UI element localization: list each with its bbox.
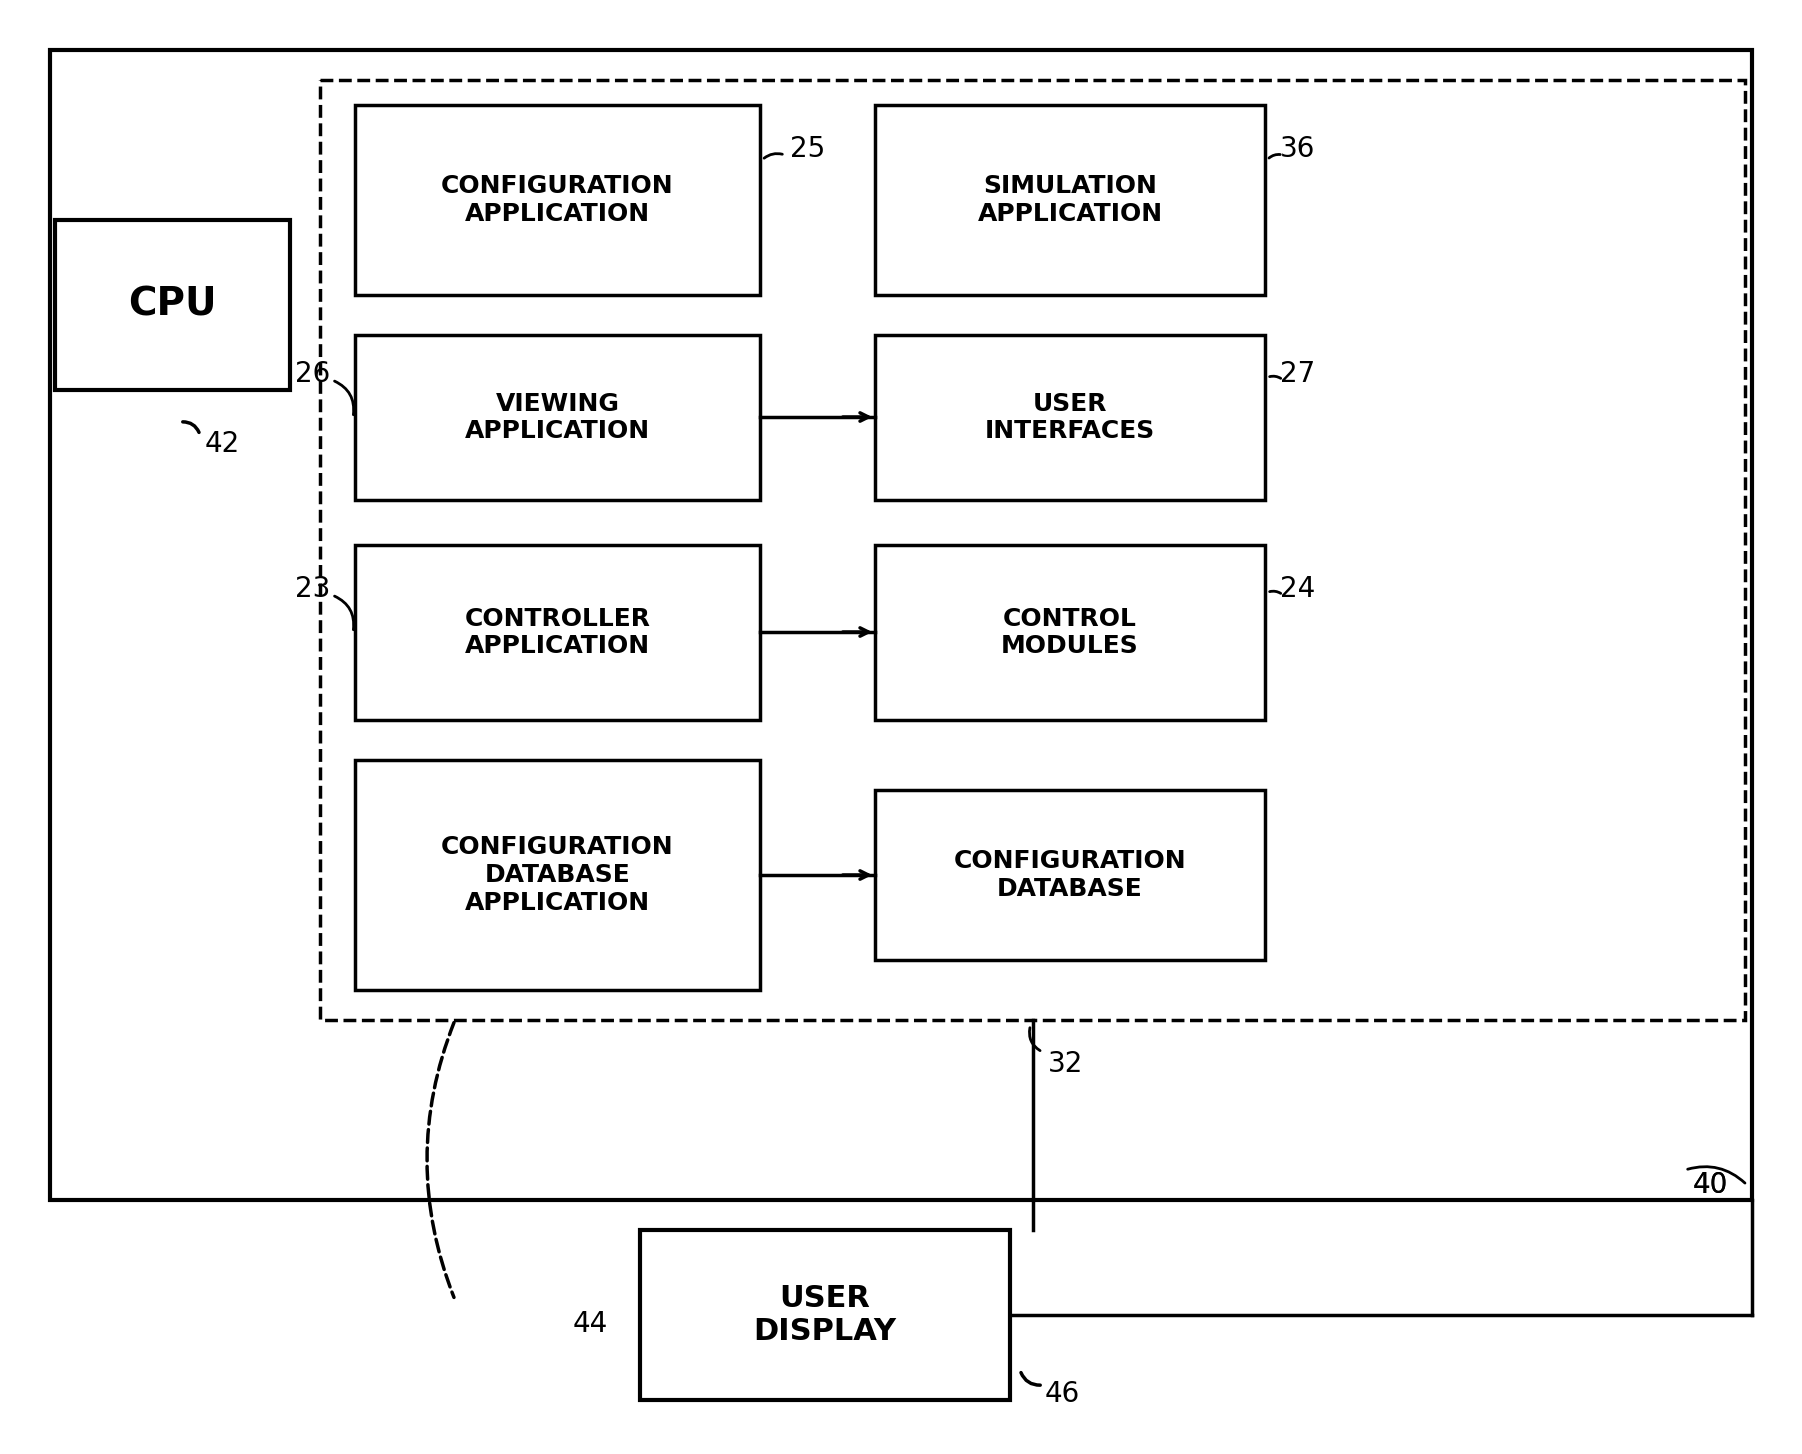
Text: 32: 32 [1047, 1050, 1083, 1077]
Text: 42: 42 [205, 430, 240, 458]
Text: CONFIGURATION
APPLICATION: CONFIGURATION APPLICATION [441, 174, 674, 225]
Bar [355, 334, 760, 500]
Text: 24: 24 [1279, 574, 1315, 603]
Text: VIEWING
APPLICATION: VIEWING APPLICATION [465, 391, 651, 443]
Bar [640, 1230, 1009, 1400]
Bar [321, 80, 1744, 1021]
Text: 26: 26 [296, 361, 330, 388]
Text: 40: 40 [1692, 1170, 1728, 1200]
Text: 25: 25 [789, 135, 825, 163]
Bar [876, 105, 1265, 295]
Text: USER
DISPLAY: USER DISPLAY [753, 1284, 897, 1346]
Text: SIMULATION
APPLICATION: SIMULATION APPLICATION [977, 174, 1162, 225]
Text: CONTROLLER
APPLICATION: CONTROLLER APPLICATION [465, 606, 651, 659]
Text: 23: 23 [294, 574, 330, 603]
Bar [876, 334, 1265, 500]
Text: CONFIGURATION
DATABASE: CONFIGURATION DATABASE [953, 849, 1186, 901]
Text: CONTROL
MODULES: CONTROL MODULES [1002, 606, 1139, 659]
Text: 27: 27 [1279, 361, 1315, 388]
Bar [50, 49, 1752, 1200]
Text: 44: 44 [573, 1310, 607, 1338]
Bar [876, 790, 1265, 960]
Text: CPU: CPU [128, 286, 216, 324]
Text: 36: 36 [1279, 135, 1315, 163]
Bar [56, 220, 290, 390]
Bar [355, 760, 760, 990]
Text: CONFIGURATION
DATABASE
APPLICATION: CONFIGURATION DATABASE APPLICATION [441, 835, 674, 915]
Text: 40: 40 [1692, 1170, 1728, 1200]
Bar [355, 545, 760, 720]
Text: USER
INTERFACES: USER INTERFACES [986, 391, 1155, 443]
Text: 46: 46 [1045, 1380, 1079, 1407]
Bar [355, 105, 760, 295]
Bar [876, 545, 1265, 720]
